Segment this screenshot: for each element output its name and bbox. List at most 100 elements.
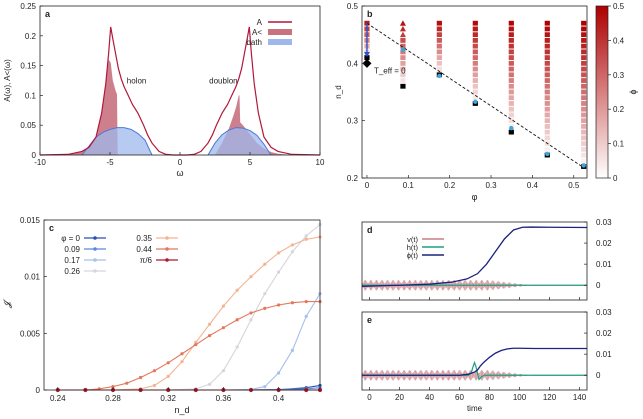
heatmap-cell — [581, 89, 587, 95]
panel-c-legend-label: 0.17 — [64, 256, 80, 265]
series-point-5 — [290, 301, 294, 305]
series-point-4 — [180, 360, 184, 364]
heatmap-cell — [581, 118, 587, 124]
heatmap-cell — [508, 49, 514, 55]
heatmap-cell — [544, 135, 550, 141]
series-point-3 — [221, 369, 225, 373]
series-point-4 — [235, 288, 239, 292]
panel-d-legend-label: h(t) — [407, 243, 419, 252]
blue-point — [545, 151, 550, 157]
panel-c-xtick-label: 0.32 — [160, 394, 176, 403]
heatmap-cell — [472, 55, 478, 60]
panel-d-ytick-label: 0.01 — [596, 260, 612, 269]
series-point-3 — [277, 270, 281, 274]
colorbar — [595, 5, 609, 179]
heatmap-cell — [472, 32, 478, 38]
panel-b-ytick-label: 0.5 — [347, 2, 359, 11]
panel-c-xlabel: n_d — [174, 405, 189, 415]
colorbar-tick-label: 0.1 — [613, 140, 625, 149]
heatmap-cell — [400, 60, 406, 66]
heatmap-cell — [472, 95, 478, 101]
heatmap-cell — [581, 60, 587, 66]
panel-d-letter: d — [367, 225, 373, 235]
panel-b-xtick-label: 0.4 — [527, 181, 539, 190]
colorbar-tick-label: 0.5 — [613, 2, 625, 11]
panel-c-legend-label: π/6 — [140, 256, 153, 265]
heatmap-cell — [508, 43, 514, 49]
heatmap-cell — [508, 26, 514, 32]
heatmap-cell — [544, 146, 550, 152]
series-point-4 — [152, 383, 156, 388]
blue-point — [509, 125, 514, 131]
heatmap-cell — [508, 129, 514, 135]
colorbar-tick-label: 0.3 — [613, 71, 625, 80]
heatmap-cell — [508, 106, 514, 112]
panel-c-legend-marker — [165, 236, 169, 240]
series-point-4 — [221, 304, 225, 308]
panel-a-legend-swatch — [268, 39, 292, 45]
series-point-4 — [208, 322, 212, 326]
panel-d-axes — [361, 221, 588, 301]
heatmap-cell — [400, 83, 406, 89]
panel-a-xtick-label: -10 — [34, 158, 46, 167]
heatmap-cell — [472, 26, 478, 32]
heatmap-cell — [581, 78, 587, 83]
heatmap-cell — [581, 124, 587, 129]
panel-c-legend-label: 0.44 — [136, 245, 152, 254]
heatmap-cell — [581, 101, 587, 106]
heatmap-cell — [581, 152, 587, 158]
colorbar-label: ϕ — [628, 89, 638, 94]
series-point-5 — [194, 343, 198, 347]
panel-c-legend-label: 0.26 — [64, 267, 80, 276]
heatmap-cell — [400, 66, 406, 72]
heatmap-cell — [472, 89, 478, 95]
series-point-5 — [125, 381, 129, 385]
heatmap-cell — [544, 20, 550, 26]
panel-d-ytick-label: 0 — [596, 281, 601, 290]
heatmap-cell — [508, 38, 514, 43]
panel-e-xtick-label: 40 — [425, 393, 434, 402]
heatmap-cell — [581, 158, 587, 164]
panel-b-ylabel: n_d — [334, 85, 343, 98]
bath-right-line — [207, 127, 272, 156]
heatmap-cell — [581, 83, 587, 89]
doublon-label: doublon — [209, 76, 237, 85]
bath-left-fill — [82, 127, 152, 155]
heatmap-cell — [581, 146, 587, 152]
heatmap-cell — [399, 25, 406, 32]
heatmap-cell — [581, 32, 587, 38]
panel-e: 0 20 40 60 80 100 120 140 time 0 0.01 0.02 0.03 e — [361, 308, 612, 413]
panel-b-xlabel: φ — [472, 192, 478, 202]
panel-b-xtick-label: 0.1 — [403, 181, 415, 190]
heatmap-cell — [472, 20, 478, 26]
heatmap-cell — [508, 66, 514, 72]
panel-b-ytick-label: 0.3 — [347, 117, 359, 126]
series-point-2 — [263, 385, 267, 389]
heatmap-cell — [364, 55, 370, 60]
heatmap-cell — [581, 112, 587, 118]
heatmap-cell — [472, 38, 478, 43]
heatmap-cell — [400, 49, 406, 55]
series-line-2 — [57, 293, 321, 391]
series-point-2 — [304, 314, 308, 318]
panel-b-ytick-label: 0.4 — [347, 59, 359, 68]
heatmap-cell — [508, 95, 514, 101]
heatmap-cell — [508, 55, 514, 60]
panel-a-xtick-label: -5 — [106, 158, 114, 167]
heatmap-cell — [581, 55, 587, 60]
panel-a-ytick-label: 0.1 — [25, 91, 37, 100]
series-point-5 — [235, 318, 239, 322]
heatmap-cell — [508, 83, 514, 89]
panel-c: 0.24 0.28 0.32 0.36 0.4 0 0.005 0.01 0.015 n_d 𝓙cφ… — [2, 216, 323, 415]
heatmap-cell — [544, 106, 550, 112]
series-point-4 — [166, 374, 170, 378]
heatmap-cell — [436, 66, 442, 72]
colorbar-tick-label: 0.2 — [613, 105, 625, 114]
panel-c-legend-marker — [93, 247, 97, 251]
panel-b-xtick-label: 0.3 — [485, 181, 497, 190]
heatmap-cell — [508, 60, 514, 66]
panel-b-letter: b — [367, 9, 373, 19]
series-point-3 — [290, 250, 294, 254]
panel-a-legend-swatch — [268, 29, 292, 35]
series-point-5 — [263, 306, 267, 310]
